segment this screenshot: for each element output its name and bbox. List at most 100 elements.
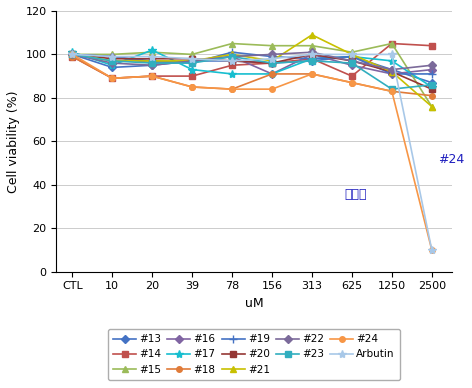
#13 xyxy=(269,61,275,66)
#20 xyxy=(189,56,195,61)
Arbutin xyxy=(389,52,395,57)
#19 xyxy=(389,72,395,76)
#16 xyxy=(69,52,75,57)
#18 xyxy=(389,89,395,94)
Line: #20: #20 xyxy=(69,52,435,92)
Line: #21: #21 xyxy=(69,32,435,109)
#20 xyxy=(389,69,395,74)
#14 xyxy=(110,76,115,81)
#24 xyxy=(229,87,235,92)
#14 xyxy=(269,61,275,66)
#17 xyxy=(110,63,115,68)
#18 xyxy=(189,85,195,89)
Line: #18: #18 xyxy=(69,54,435,99)
#21 xyxy=(69,52,75,57)
#16 xyxy=(269,72,275,76)
#18 xyxy=(429,94,435,98)
#17 xyxy=(349,54,355,59)
Line: #15: #15 xyxy=(69,41,435,109)
#21 xyxy=(429,104,435,109)
#22 xyxy=(110,61,115,66)
#16 xyxy=(429,67,435,72)
#17 xyxy=(389,59,395,63)
X-axis label: uM: uM xyxy=(244,297,263,310)
#15 xyxy=(309,43,315,48)
#18 xyxy=(309,72,315,76)
#13 xyxy=(229,59,235,63)
#23 xyxy=(309,59,315,63)
#16 xyxy=(189,59,195,63)
#15 xyxy=(189,52,195,57)
#22 xyxy=(309,50,315,55)
#23 xyxy=(429,83,435,87)
#20 xyxy=(69,52,75,57)
#14 xyxy=(149,74,155,78)
Arbutin xyxy=(69,52,75,57)
#18 xyxy=(149,74,155,78)
#24 xyxy=(389,89,395,94)
Arbutin xyxy=(229,59,235,63)
#20 xyxy=(349,59,355,63)
#16 xyxy=(389,72,395,76)
#23 xyxy=(69,52,75,57)
Line: #13: #13 xyxy=(69,52,435,85)
#14 xyxy=(189,74,195,78)
#16 xyxy=(149,61,155,66)
Line: #19: #19 xyxy=(68,48,436,78)
Y-axis label: Cell viability (%): Cell viability (%) xyxy=(7,90,20,192)
#24 xyxy=(189,85,195,89)
#21 xyxy=(189,59,195,63)
#19 xyxy=(229,50,235,55)
#18 xyxy=(349,80,355,85)
#19 xyxy=(269,54,275,59)
#24 xyxy=(429,248,435,252)
Legend: #13, #14, #15, #16, #17, #18, #19, #20, #21, #22, #23, #24, Arbutin: #13, #14, #15, #16, #17, #18, #19, #20, … xyxy=(108,329,400,380)
#23 xyxy=(389,87,395,92)
#15 xyxy=(389,41,395,46)
Line: #17: #17 xyxy=(68,46,436,91)
Arbutin xyxy=(149,54,155,59)
#24 xyxy=(149,74,155,78)
#24 xyxy=(110,76,115,81)
#16 xyxy=(110,54,115,59)
#20 xyxy=(149,56,155,61)
#18 xyxy=(269,72,275,76)
Text: #24: #24 xyxy=(438,153,464,166)
#23 xyxy=(110,59,115,63)
#13 xyxy=(149,63,155,68)
#15 xyxy=(269,43,275,48)
#23 xyxy=(149,61,155,66)
#22 xyxy=(229,54,235,59)
#19 xyxy=(69,52,75,57)
Line: #23: #23 xyxy=(69,52,435,92)
#17 xyxy=(229,72,235,76)
#15 xyxy=(229,41,235,46)
#20 xyxy=(229,59,235,63)
#15 xyxy=(429,104,435,109)
Line: #16: #16 xyxy=(69,52,435,77)
#24 xyxy=(69,52,75,57)
#21 xyxy=(349,52,355,57)
#17 xyxy=(149,48,155,52)
#21 xyxy=(269,59,275,63)
#13 xyxy=(389,67,395,72)
#14 xyxy=(229,63,235,68)
#15 xyxy=(110,52,115,57)
#21 xyxy=(110,59,115,63)
#14 xyxy=(349,74,355,78)
#22 xyxy=(189,59,195,63)
#21 xyxy=(229,52,235,57)
Arbutin xyxy=(269,56,275,61)
#16 xyxy=(309,52,315,57)
#22 xyxy=(69,52,75,57)
#20 xyxy=(309,52,315,57)
#15 xyxy=(69,52,75,57)
#16 xyxy=(349,63,355,68)
#23 xyxy=(229,54,235,59)
#24 xyxy=(309,72,315,76)
#13 xyxy=(429,80,435,85)
#14 xyxy=(429,43,435,48)
#13 xyxy=(189,59,195,63)
#13 xyxy=(349,54,355,59)
Arbutin xyxy=(309,52,315,57)
